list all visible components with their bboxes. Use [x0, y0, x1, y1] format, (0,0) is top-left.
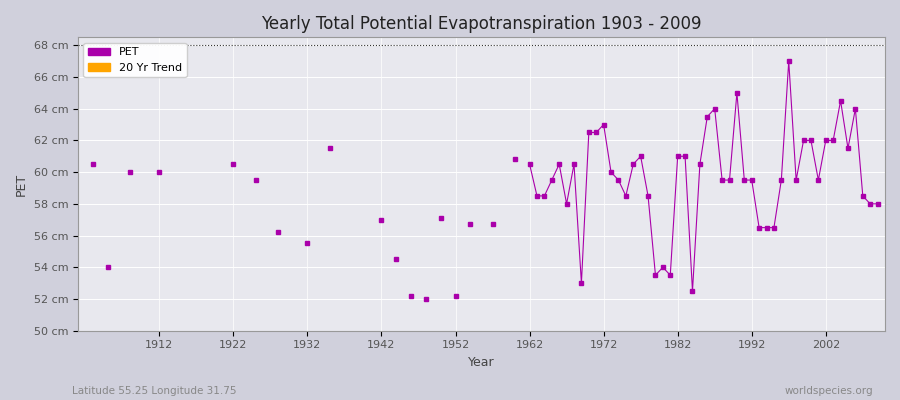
Text: Latitude 55.25 Longitude 31.75: Latitude 55.25 Longitude 31.75 — [72, 386, 237, 396]
Y-axis label: PET: PET — [15, 172, 28, 196]
X-axis label: Year: Year — [468, 356, 495, 369]
Text: worldspecies.org: worldspecies.org — [785, 386, 873, 396]
Legend: PET, 20 Yr Trend: PET, 20 Yr Trend — [84, 43, 186, 77]
Title: Yearly Total Potential Evapotranspiration 1903 - 2009: Yearly Total Potential Evapotranspiratio… — [261, 15, 702, 33]
